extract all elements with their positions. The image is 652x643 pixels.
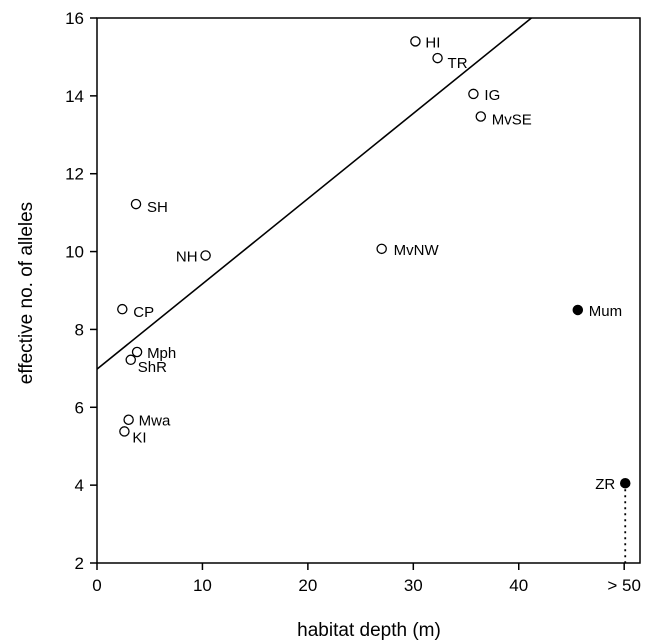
point-label: KI	[132, 429, 146, 446]
point-label: MvNW	[394, 242, 440, 259]
data-point	[376, 243, 387, 255]
y-tick-label: 6	[75, 398, 84, 417]
y-tick-label: 16	[65, 9, 84, 28]
data-point	[200, 250, 211, 261]
data-point	[123, 414, 134, 425]
point-label: HI	[425, 34, 440, 51]
y-tick-label: 4	[75, 476, 84, 495]
point-label: SH	[147, 199, 168, 216]
point-label: NH	[176, 248, 198, 265]
point-label: Mph	[147, 345, 176, 362]
data-point	[131, 346, 143, 358]
y-tick-label: 10	[65, 243, 84, 262]
regression-layer	[96, 17, 627, 563]
point-label: Mum	[589, 303, 622, 320]
y-tick-label: 14	[65, 87, 84, 106]
x-axis-label: habitat depth (m)	[297, 620, 441, 641]
point-label: TR	[448, 55, 468, 72]
point-label: MvSE	[492, 111, 532, 128]
data-point	[117, 303, 128, 315]
point-label: CP	[133, 304, 154, 321]
x-tick-label: 40	[509, 576, 528, 595]
data-point	[130, 198, 142, 210]
x-tick-label: > 50	[607, 576, 641, 595]
x-tick-label: 0	[92, 576, 101, 595]
y-axis: 2 4 6 8 10 12 14 16	[65, 9, 97, 573]
plot-frame	[96, 17, 641, 564]
x-tick-label: 30	[404, 576, 423, 595]
point-label: ZR	[595, 476, 615, 493]
data-point	[410, 36, 421, 47]
y-tick-label: 2	[75, 554, 84, 573]
point-label: IG	[484, 87, 500, 104]
x-tick-label: 10	[193, 576, 212, 595]
data-point	[475, 111, 487, 122]
point-label: ShR	[138, 359, 167, 376]
data-point	[468, 88, 479, 100]
data-point	[619, 477, 631, 489]
regression-line	[96, 17, 532, 370]
x-axis: 0 10 20 30 40 > 50	[92, 563, 641, 595]
data-point	[572, 304, 584, 316]
plot-area	[96, 17, 641, 564]
data-point	[125, 354, 136, 366]
x-tick-label: 20	[298, 576, 317, 595]
data-point	[119, 426, 130, 437]
y-tick-label: 12	[65, 165, 84, 184]
data-point	[432, 52, 443, 64]
y-tick-label: 8	[75, 320, 84, 339]
y-axis-label: effective no. of alleles	[16, 202, 37, 384]
point-label: Mwa	[139, 413, 171, 430]
